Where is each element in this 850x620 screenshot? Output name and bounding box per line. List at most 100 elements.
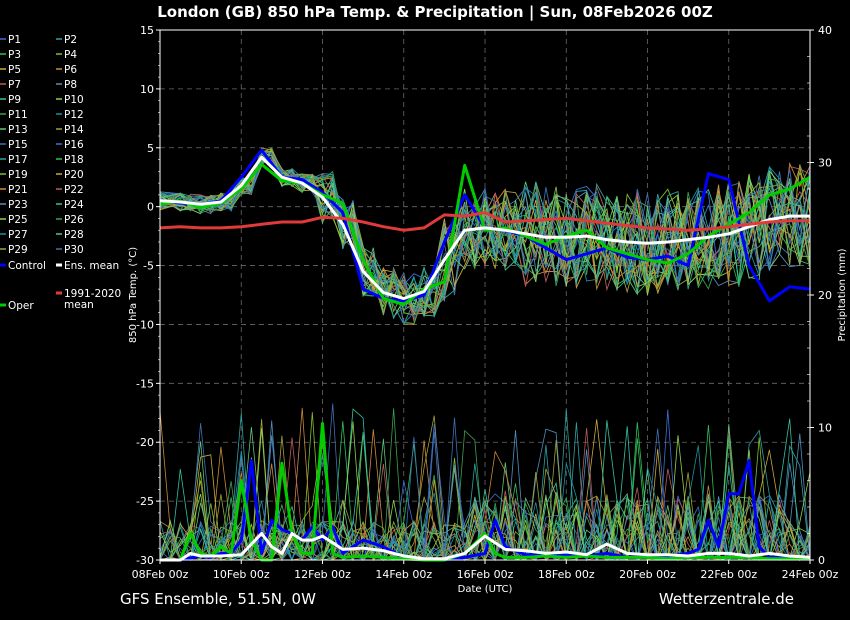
legend-entry: Ens. mean [56,260,119,272]
legend-label: P9 [8,94,21,106]
legend-entry: P9 [0,94,21,106]
oper-temp-line [159,162,811,306]
legend-entry: P14 [56,124,84,136]
legend-label: 1991-2020 mean [64,288,121,311]
legend-entry: P19 [0,169,28,181]
x-axis-label: Date (UTC) [458,584,513,595]
y2-tick-label: 10 [818,422,832,435]
y-tick-label: -30 [136,554,154,567]
legend-entry: P26 [56,214,84,226]
y2-tick-label: 20 [818,289,832,302]
legend-entry: P11 [0,109,28,121]
legend-label: P30 [64,244,84,256]
legend-label: P18 [64,154,84,166]
legend-entry: P15 [0,139,28,151]
legend-entry: P4 [56,49,77,61]
legend-label: P16 [64,139,84,151]
x-tick-label: 14Feb 00z [375,568,432,581]
legend-label: P25 [8,214,28,226]
x-tick-label: 20Feb 00z [619,568,676,581]
x-tick-label: 10Feb 00z [213,568,270,581]
legend-entry: P22 [56,184,84,196]
legend-entry: P3 [0,49,21,61]
x-tick-label: 22Feb 00z [700,568,757,581]
member-temp-line [159,147,811,315]
clim-mean-temp-line [159,211,810,232]
legend-label: P1 [8,34,21,46]
legend-label: P10 [64,94,84,106]
legend-entry: 1991-2020 mean [56,288,121,311]
legend-label: P20 [64,169,84,181]
y-tick-label: -15 [136,377,154,390]
legend-entry: P24 [56,199,84,211]
legend-label: P2 [64,34,77,46]
legend-entry: P23 [0,199,28,211]
x-tick-label: 12Feb 00z [294,568,351,581]
legend-label: Oper [8,300,34,312]
legend-label: P14 [64,124,84,136]
legend-entry: P17 [0,154,28,166]
legend-label: P19 [8,169,28,181]
legend-label: P5 [8,64,21,76]
x-tick-label: 24Feb 00z [782,568,839,581]
legend-entry: P5 [0,64,21,76]
x-tick-label: 16Feb 00z [457,568,514,581]
legend-label: P23 [8,199,28,211]
legend-label: P13 [8,124,28,136]
legend-label: P8 [64,79,77,91]
x-axis-ticks: 08Feb 00z 10Feb 00z 12Feb 00z 14Feb 00z 16Fe… [132,560,839,581]
legend-entry: Control [0,260,46,272]
legend-entry: P18 [56,154,84,166]
y-axis-ticks: 15 10 5 0 -5 -10 -15 -20 -25 -30 [136,24,160,567]
legend-entry: P16 [56,139,84,151]
legend-label: P22 [64,184,84,196]
y2-axis-ticks: 40 30 20 10 0 [807,24,832,567]
legend-entry: P21 [0,184,28,196]
legend-label: P3 [8,49,21,61]
y2-axis-label: Precipitation (mm) [837,248,848,341]
control-precip-line [160,459,811,562]
x-tick-label: 18Feb 00z [538,568,595,581]
x-tick-label: 08Feb 00z [132,568,189,581]
legend-entry: P29 [0,244,28,256]
legend-label: P7 [8,79,21,91]
legend-entry: P2 [56,34,77,46]
legend-label: P17 [8,154,28,166]
legend-label: P29 [8,244,28,256]
y-tick-label: 15 [140,24,154,37]
y-tick-label: 10 [140,83,154,96]
legend-entry: P7 [0,79,21,91]
legend-entry: Oper [0,300,34,312]
legend: P1 P2 P3 P4 P5 P6 P7 P8 P9 P10 P11 P12 P13 P14 P15 P16 P… [0,34,121,312]
legend-entry: P10 [56,94,84,106]
footer-source: Wetterzentrale.de [659,590,794,608]
legend-entry: P1 [0,34,21,46]
legend-label: P21 [8,184,28,196]
legend-label: P11 [8,109,28,121]
highlight-series [159,148,811,562]
legend-label: Ens. mean [64,260,119,272]
legend-entry: P27 [0,229,28,241]
footer-model: GFS Ensemble, 51.5N, 0W [120,590,316,608]
y2-tick-label: 40 [818,24,832,37]
legend-label: P15 [8,139,28,151]
legend-entry: P25 [0,214,28,226]
ens-mean-precip-line [160,532,811,562]
legend-entry: P28 [56,229,84,241]
y2-tick-label: 30 [818,157,832,170]
legend-label: P24 [64,199,84,211]
y-tick-label: 5 [147,142,154,155]
legend-label: P28 [64,229,84,241]
legend-entry: P6 [56,64,77,76]
y-tick-label: -10 [136,318,154,331]
y-tick-label: 0 [147,201,154,214]
chart-title: London (GB) 850 hPa Temp. & Precipitatio… [157,3,713,22]
legend-label: P6 [64,64,77,76]
y-tick-label: -25 [136,495,154,508]
legend-label: P4 [64,49,77,61]
y-tick-label: -20 [136,436,154,449]
y-tick-label: -5 [143,260,154,273]
oper-precip-line [160,422,810,562]
legend-label: P27 [8,229,28,241]
